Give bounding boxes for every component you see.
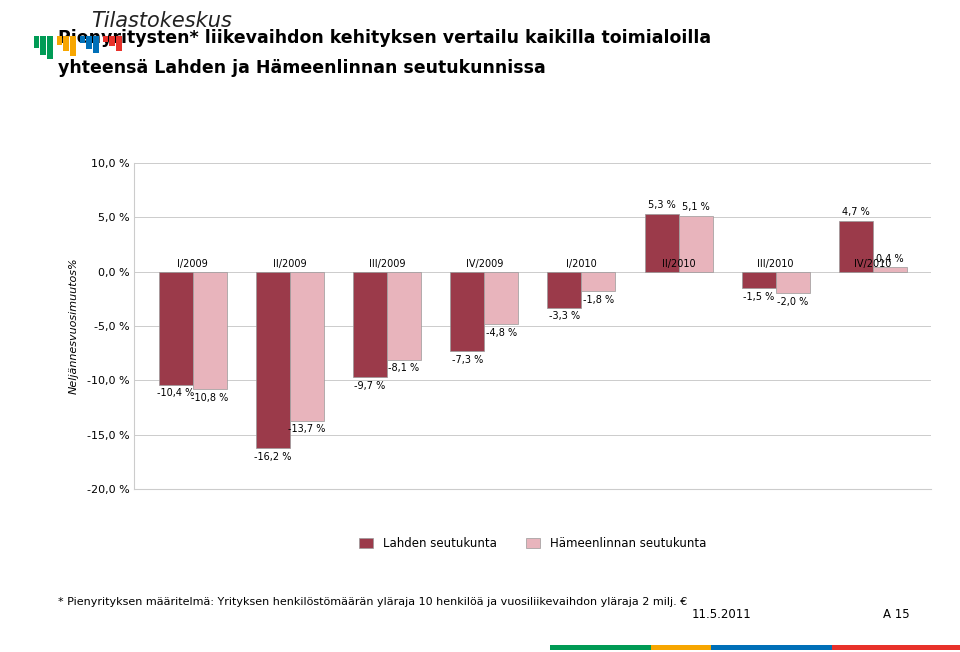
Text: -1,8 %: -1,8 % (583, 295, 614, 305)
Text: Tilastokeskus: Tilastokeskus (91, 11, 232, 31)
Text: -9,7 %: -9,7 % (354, 381, 386, 391)
Text: * Pienyrityksen määritelmä: Yrityksen henkilöstömäärän yläraja 10 henkilöä ja vu: * Pienyrityksen määritelmä: Yrityksen he… (58, 597, 686, 606)
Text: 0,4 %: 0,4 % (876, 254, 903, 263)
Text: -16,2 %: -16,2 % (254, 452, 292, 462)
Text: III/2010: III/2010 (757, 259, 794, 269)
Text: -4,8 %: -4,8 % (486, 327, 516, 338)
Text: II/2009: II/2009 (273, 259, 306, 269)
Bar (450, 272, 484, 351)
Text: Pienyritysten* liikevaihdon kehityksen vertailu kaikilla toimialoilla: Pienyritysten* liikevaihdon kehityksen v… (58, 29, 710, 48)
Text: IV/2009: IV/2009 (466, 259, 503, 269)
Bar (256, 272, 290, 448)
Text: III/2009: III/2009 (369, 259, 405, 269)
Bar (290, 272, 324, 421)
Text: yhteensä Lahden ja Hämeenlinnan seutukunnissa: yhteensä Lahden ja Hämeenlinnan seutukun… (58, 59, 545, 77)
Bar (193, 272, 227, 389)
Text: -3,3 %: -3,3 % (549, 312, 580, 321)
Y-axis label: Neljännesvuosimuutos%: Neljännesvuosimuutos% (68, 258, 79, 394)
Bar (484, 272, 518, 324)
Text: A 15: A 15 (883, 608, 910, 621)
Text: 11.5.2011: 11.5.2011 (691, 608, 751, 621)
Text: -1,5 %: -1,5 % (743, 292, 775, 302)
Text: IV/2010: IV/2010 (854, 259, 892, 269)
Text: -10,4 %: -10,4 % (157, 389, 194, 398)
Bar (582, 272, 615, 291)
Text: I/2009: I/2009 (178, 259, 208, 269)
Text: -8,1 %: -8,1 % (389, 364, 420, 374)
Text: II/2010: II/2010 (661, 259, 695, 269)
Text: -2,0 %: -2,0 % (777, 297, 808, 307)
Bar (679, 216, 712, 272)
Text: -7,3 %: -7,3 % (451, 355, 483, 365)
Bar (547, 272, 582, 308)
Bar (839, 220, 873, 272)
Bar (742, 272, 776, 288)
Bar (158, 272, 193, 385)
Bar (776, 272, 809, 293)
Bar (644, 214, 679, 272)
Text: 4,7 %: 4,7 % (842, 207, 870, 216)
Text: 5,1 %: 5,1 % (682, 202, 709, 213)
Text: 5,3 %: 5,3 % (648, 200, 676, 210)
Bar (873, 267, 907, 272)
Bar (353, 272, 387, 377)
Bar (387, 272, 421, 360)
Text: I/2010: I/2010 (566, 259, 597, 269)
Text: -13,7 %: -13,7 % (288, 424, 325, 434)
Text: -10,8 %: -10,8 % (191, 393, 228, 403)
Legend: Lahden seutukunta, Hämeenlinnan seutukunta: Lahden seutukunta, Hämeenlinnan seutukun… (354, 533, 711, 555)
